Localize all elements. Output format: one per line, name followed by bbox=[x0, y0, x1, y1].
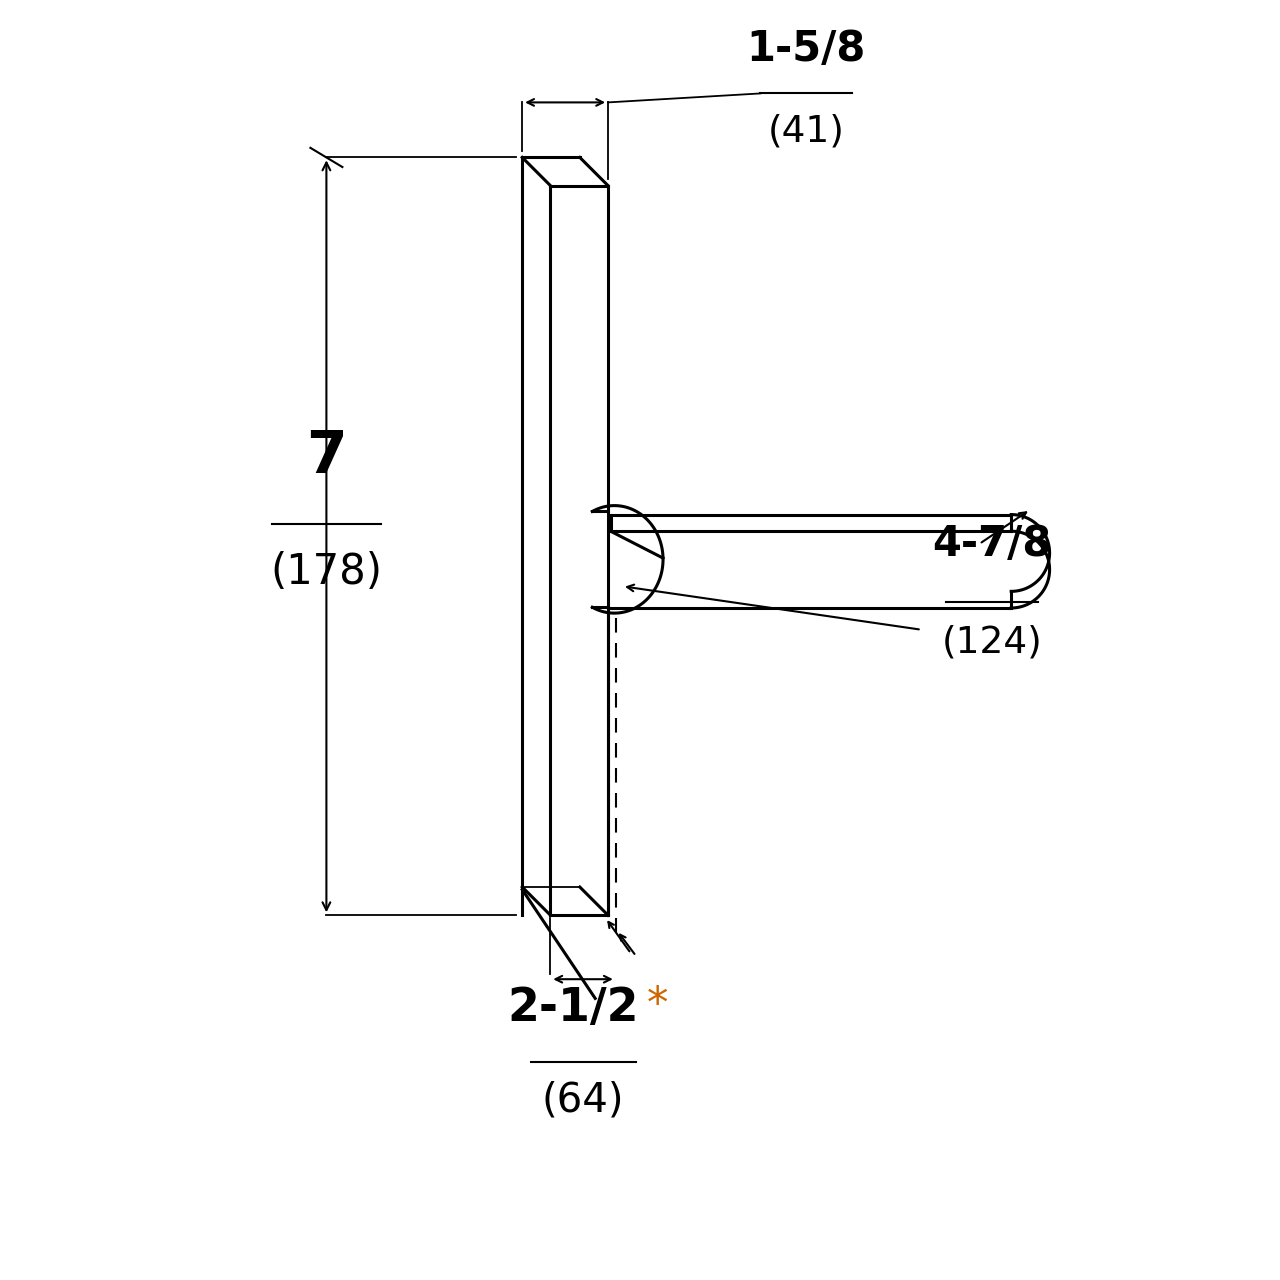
Text: 2-1/2: 2-1/2 bbox=[507, 986, 639, 1032]
Text: (178): (178) bbox=[270, 552, 383, 593]
Text: (41): (41) bbox=[768, 114, 845, 150]
Text: 4-7/8: 4-7/8 bbox=[932, 524, 1052, 564]
Text: 1-5/8: 1-5/8 bbox=[746, 28, 867, 69]
Text: 7: 7 bbox=[306, 429, 347, 485]
Text: *: * bbox=[646, 984, 668, 1025]
Text: (124): (124) bbox=[942, 625, 1042, 660]
Text: (64): (64) bbox=[541, 1080, 625, 1121]
